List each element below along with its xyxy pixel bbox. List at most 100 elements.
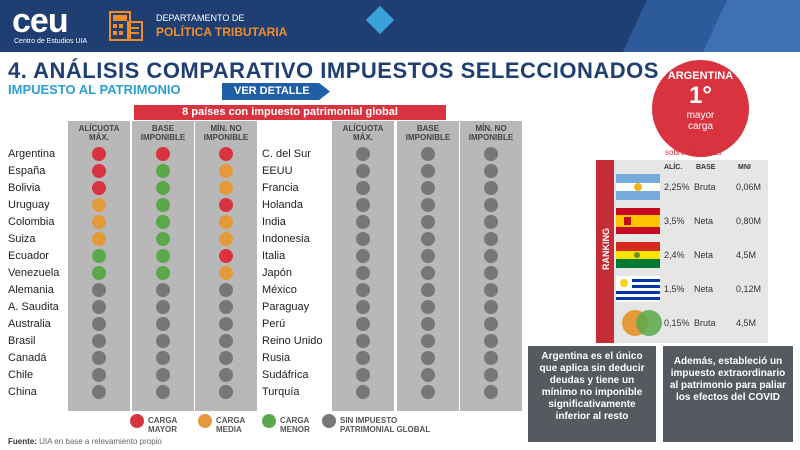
source-note: Fuente: UIA en base a relevamiento propi… (8, 437, 162, 446)
rating-dot (156, 164, 170, 178)
ranking-alic: 2,4% (664, 250, 685, 260)
legend-dot (322, 414, 336, 428)
country-label: Venezuela (8, 267, 60, 279)
rating-dot (156, 249, 170, 263)
country-label: China (8, 386, 37, 398)
country-label: Australia (8, 318, 51, 330)
rating-dot (421, 181, 435, 195)
rating-dot (92, 317, 106, 331)
rating-dot (421, 368, 435, 382)
rating-dot (92, 266, 106, 280)
country-label: Brasil (8, 335, 36, 347)
country-label: Italia (262, 250, 286, 262)
legend-text: CARGA MENOR (280, 414, 310, 434)
country-label: Alemania (8, 284, 54, 296)
rating-dot (92, 249, 106, 263)
legend-line: MEDIA (216, 425, 242, 434)
rating-dot (484, 147, 498, 161)
rating-dot (219, 181, 233, 195)
rating-dot (219, 317, 233, 331)
logo: ceu (12, 2, 69, 40)
legend-item: SIN IMPUESTO PATRIMONIAL GLOBAL (322, 414, 430, 434)
rating-dot (421, 232, 435, 246)
column-header: MÍN. NO IMPONIBLE (468, 124, 514, 142)
rating-dot (156, 368, 170, 382)
country-label: EEUU (262, 165, 293, 177)
rating-dot (356, 249, 370, 263)
rating-dot (219, 232, 233, 246)
legend-line: CARGA (280, 416, 310, 425)
ranking-alic: 0,15% (664, 318, 690, 328)
column-header: ALÍCUOTA MÁX. (78, 124, 120, 142)
rating-dot (219, 164, 233, 178)
header-bar: ceu Centro de Estudios UIA DEPARTAMENTO … (0, 0, 800, 52)
country-label: Rusia (262, 352, 291, 364)
ranking-label: RANKING (601, 228, 611, 270)
rating-dot (356, 164, 370, 178)
rating-dot (356, 368, 370, 382)
legend-text: SIN IMPUESTO PATRIMONIAL GLOBAL (340, 414, 430, 434)
legend-line: CARGA (216, 416, 246, 425)
ranking-mni: 0,06M (736, 182, 762, 192)
rating-dot (156, 334, 170, 348)
ranking-alic: 1,5% (664, 284, 685, 294)
ranking-mni: 4,5M (736, 318, 757, 328)
rating-dot (484, 317, 498, 331)
column-header: BASE IMPONIBLE (140, 124, 186, 142)
legend-text: CARGA MAYOR (148, 414, 177, 434)
department-label: DEPARTAMENTO DE (156, 13, 245, 23)
legend-dot (198, 414, 212, 428)
country-label: Paraguay (262, 301, 310, 313)
legend-text: CARGA MEDIA (216, 414, 245, 434)
ranking-base: Bruta (694, 318, 716, 328)
country-label: Bolivia (8, 182, 41, 194)
rating-dot (484, 164, 498, 178)
rating-dot (356, 334, 370, 348)
covid-note-box: Además, estableció un impuesto extraordi… (663, 346, 793, 442)
legend-dot (262, 414, 276, 428)
ranking-base: Neta (694, 250, 714, 260)
legend-item: CARGA MEDIA (198, 414, 245, 434)
rating-dot (156, 385, 170, 399)
global-tax-banner: 8 países con impuesto patrimonial global (134, 105, 446, 120)
country-label: Uruguay (8, 199, 50, 211)
country-label: México (262, 284, 297, 296)
rating-dot (421, 198, 435, 212)
page-title: 4. ANÁLISIS COMPARATIVO IMPUESTOS SELECC… (8, 58, 659, 83)
rating-dot (421, 266, 435, 280)
country-label: Canadá (8, 352, 47, 364)
rating-dot (421, 385, 435, 399)
rating-dot (219, 300, 233, 314)
country-label: Holanda (262, 199, 303, 211)
badge-country: ARGENTINA (667, 70, 734, 82)
rating-dot (421, 334, 435, 348)
country-label: Turquía (262, 386, 300, 398)
rating-dot (421, 215, 435, 229)
rating-dot (92, 164, 106, 178)
ranking-base: Bruta (694, 182, 716, 192)
ranking-sidebar: RANKING (596, 160, 614, 343)
rating-dot (156, 215, 170, 229)
rating-dot (156, 198, 170, 212)
source-label: Fuente: (8, 437, 37, 446)
country-label: España (8, 165, 46, 177)
badge-rank: 1° (689, 82, 712, 109)
argentina-note-box: Argentina es el único que aplica sin ded… (528, 346, 656, 442)
rating-dot (219, 385, 233, 399)
ranking-mni: 0,80M (736, 216, 762, 226)
rating-dot (92, 232, 106, 246)
rating-dot (356, 181, 370, 195)
rating-dot (356, 198, 370, 212)
rating-dot (156, 317, 170, 331)
view-detail-button[interactable]: VER DETALLE (222, 83, 330, 100)
rating-dot (92, 181, 106, 195)
rating-dot (421, 283, 435, 297)
country-label: C. del Sur (262, 148, 311, 160)
rating-dot (356, 232, 370, 246)
legend-dot (130, 414, 144, 428)
rating-dot (92, 300, 106, 314)
rating-dot (156, 147, 170, 161)
rating-dot (92, 198, 106, 212)
diamond-icon (365, 5, 395, 35)
ranking-alic: 2,25% (664, 182, 690, 192)
